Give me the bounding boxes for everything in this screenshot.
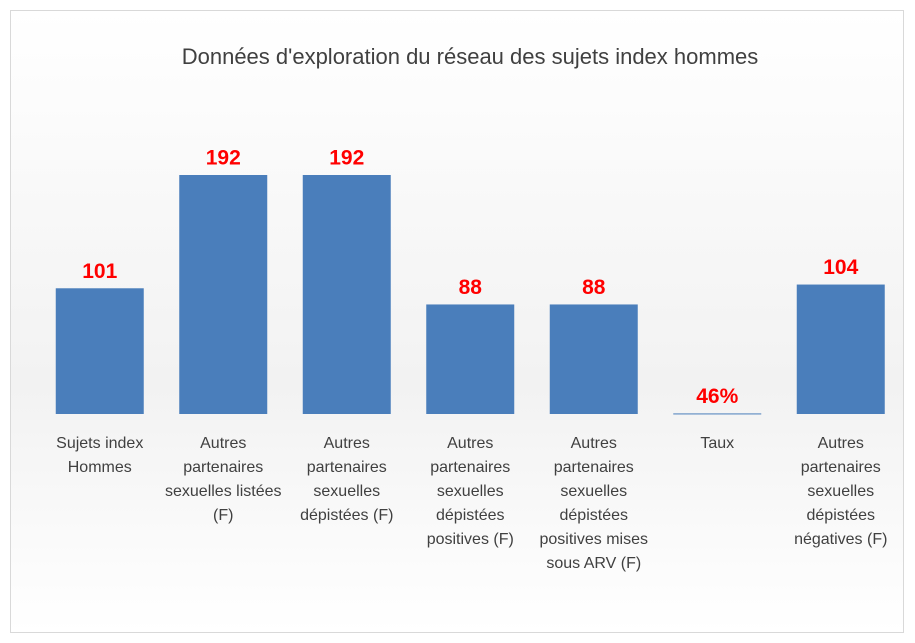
bar [55, 288, 144, 414]
x-tick-label: Autres partenaires sexuelles dépistées p… [539, 435, 648, 572]
data-label: 101 [82, 260, 117, 283]
data-label: 88 [459, 276, 483, 299]
x-tick-label: Autres partenaires sexuelles dépistées (… [300, 435, 394, 524]
data-label: 88 [582, 276, 606, 299]
bar [796, 284, 885, 414]
data-label: 104 [823, 256, 858, 279]
bar [302, 175, 391, 414]
x-tick-label: Autres partenaires sexuelles dépistées n… [794, 435, 888, 548]
bar [549, 304, 638, 414]
x-tick-label: Sujets index Hommes [56, 435, 144, 476]
x-tick-label: Autres partenaires sexuelles dépistées p… [426, 435, 514, 548]
bar [673, 413, 762, 415]
data-label: 192 [329, 147, 364, 170]
chart-title: Données d'exploration du réseau des suje… [182, 44, 759, 69]
bar [179, 175, 268, 414]
bar [426, 304, 515, 414]
data-label: 192 [206, 147, 241, 170]
x-tick-label: Autres partenaires sexuelles listées (F) [165, 435, 282, 524]
x-tick-label: Taux [700, 435, 735, 452]
data-label: 46% [696, 385, 738, 408]
